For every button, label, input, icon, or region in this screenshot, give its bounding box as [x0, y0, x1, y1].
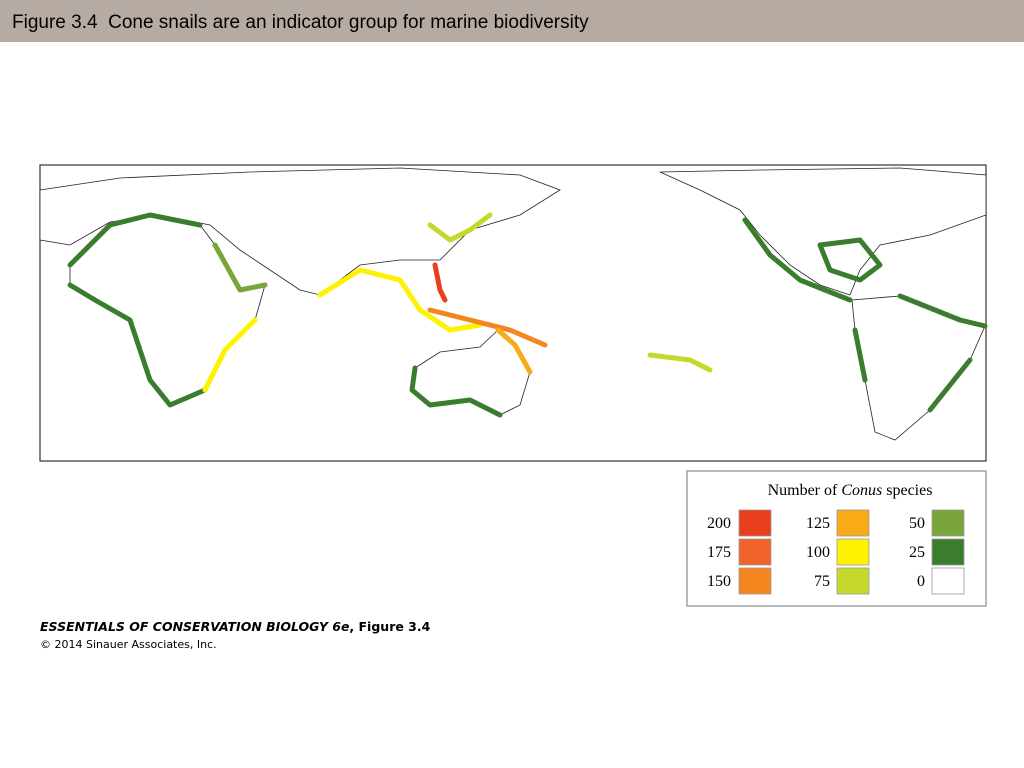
- coast-australia-south: [409, 365, 503, 418]
- legend-label: 0: [917, 573, 925, 590]
- legend-swatch: [836, 567, 870, 595]
- legend-label: 150: [707, 573, 731, 590]
- map: [39, 164, 988, 462]
- legend-swatch: [738, 567, 772, 595]
- coast-africa-east: [202, 317, 258, 393]
- legend-swatch: [836, 509, 870, 537]
- legend-swatch: [836, 538, 870, 566]
- coast-philippines: [432, 262, 448, 303]
- title-bar: [0, 0, 1024, 42]
- legend-label: 50: [909, 515, 925, 532]
- legend-title-text: Number of: [768, 482, 842, 499]
- legend-label: 25: [909, 544, 925, 561]
- legend-title: Number of Conus species: [768, 482, 933, 499]
- coast-caribbean: [817, 237, 883, 283]
- legend-swatch: [931, 509, 965, 537]
- legend-swatch: [738, 538, 772, 566]
- coast-central-america: [742, 217, 853, 303]
- coast-east-asia: [427, 212, 493, 243]
- coast-south-america: [852, 293, 988, 413]
- legend-swatch: [931, 567, 965, 595]
- copyright: © 2014 Sinauer Associates, Inc.: [40, 638, 217, 651]
- legend-label: 175: [707, 544, 731, 561]
- coast-africa-west: [67, 212, 208, 408]
- legend-label: 200: [707, 515, 731, 532]
- legend: Number of Conus species 200 175 150 125 100 7…: [686, 470, 987, 607]
- legend-swatch: [931, 538, 965, 566]
- source: ESSENTIALS OF CONSERVATION BIOLOGY 6e, F…: [40, 619, 431, 634]
- coast-pacific-islands: [647, 352, 713, 373]
- legend-label: 125: [806, 515, 830, 532]
- coast-australia-north: [495, 327, 533, 375]
- source-title: ESSENTIALS OF CONSERVATION BIOLOGY 6e: [40, 619, 349, 634]
- legend-title-genus: Conus: [841, 482, 882, 499]
- slide-title: Figure 3.4 Cone snails are an indicator …: [12, 12, 589, 33]
- coast-red-sea: [212, 242, 268, 293]
- source-figure: , Figure 3.4: [349, 619, 430, 634]
- legend-label: 75: [814, 573, 830, 590]
- legend-swatch: [738, 509, 772, 537]
- coast-indonesia: [427, 307, 548, 348]
- legend-label: 100: [806, 544, 830, 561]
- coast-indian: [317, 267, 483, 333]
- legend-title-text: species: [882, 482, 932, 499]
